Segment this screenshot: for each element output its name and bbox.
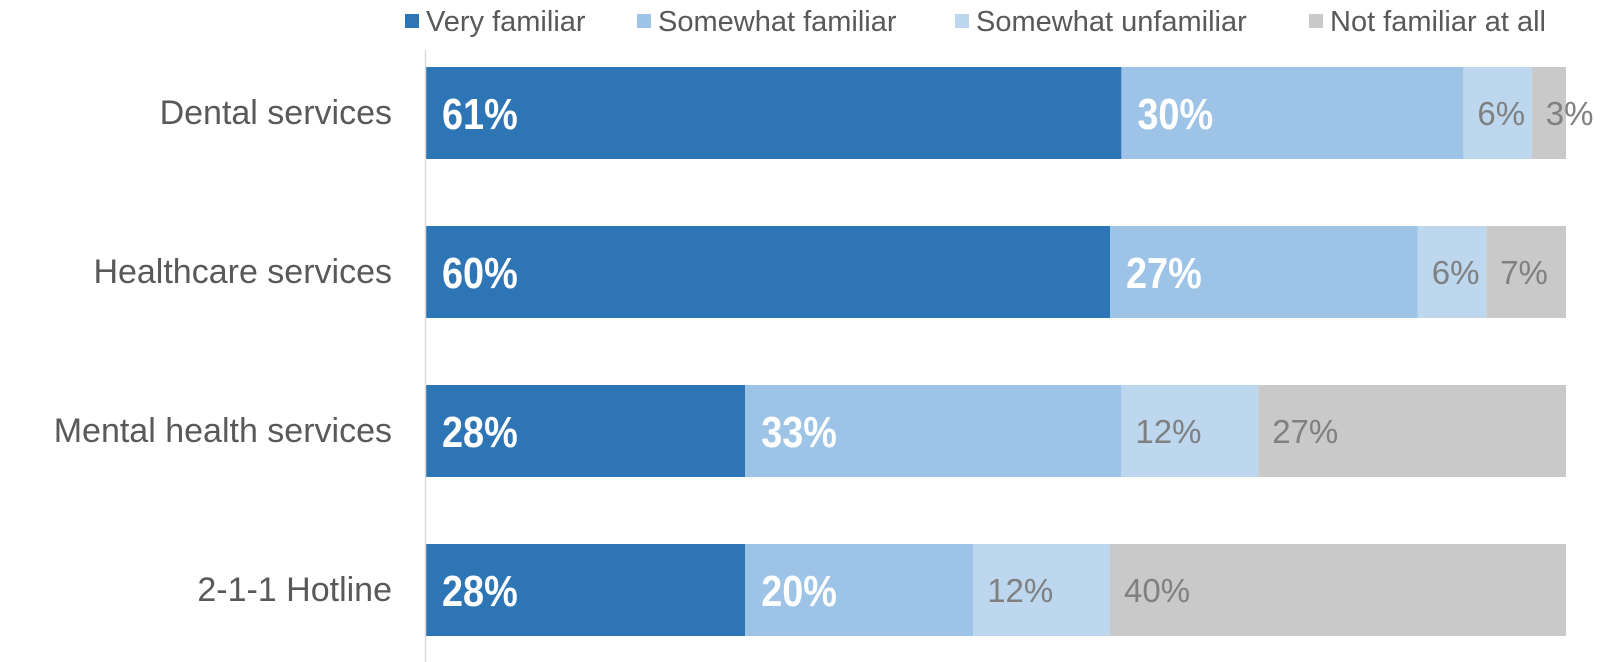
- chart-bars: [426, 67, 1566, 636]
- data-label: 61%: [442, 89, 518, 138]
- legend-label: Very familiar: [426, 6, 586, 38]
- data-label: 27%: [1126, 248, 1202, 297]
- bar-segment: [426, 544, 746, 636]
- data-label: 12%: [987, 572, 1053, 609]
- data-label: 28%: [442, 407, 518, 456]
- category-label: Healthcare services: [93, 253, 392, 291]
- bar-segment: [426, 226, 1110, 318]
- data-label: 3%: [1546, 95, 1594, 132]
- bar-segment: [973, 544, 1110, 636]
- bar-segment: [1463, 67, 1532, 159]
- data-label: 40%: [1124, 572, 1190, 609]
- legend-label: Not familiar at all: [1330, 6, 1546, 38]
- bar-segment: [426, 385, 746, 477]
- legend-label: Somewhat unfamiliar: [976, 6, 1247, 38]
- legend-label: Somewhat familiar: [658, 6, 897, 38]
- data-label: 6%: [1477, 95, 1525, 132]
- legend-swatch: [637, 14, 651, 28]
- bar-segment: [1417, 226, 1487, 318]
- data-label: 28%: [442, 566, 518, 615]
- data-labels: 61% 30% 6% 3% 60% 27% 6% 7% 28% 33% 12% 27% 28% 20% 12…: [442, 89, 1594, 615]
- data-label: 20%: [761, 566, 837, 615]
- data-label: 33%: [761, 407, 837, 456]
- data-label: 6%: [1432, 254, 1480, 291]
- bar-segment: [745, 544, 974, 636]
- legend-swatch: [1309, 14, 1323, 28]
- bar-segment: [426, 67, 1122, 159]
- bar-segment: [1121, 67, 1464, 159]
- data-label: 30%: [1137, 89, 1213, 138]
- category-axis-labels: Dental services Healthcare services Mental…: [54, 94, 392, 609]
- data-label: 7%: [1500, 254, 1548, 291]
- data-label: 27%: [1272, 413, 1338, 450]
- legend-swatch: [405, 14, 419, 28]
- bar-segment: [745, 385, 1122, 477]
- bar-segment: [1110, 226, 1418, 318]
- chart-legend: Very familiar Somewhat familiar Somewhat u…: [405, 6, 1546, 38]
- legend-swatch: [955, 14, 969, 28]
- bar-segment: [1486, 226, 1566, 318]
- bar-segment: [1110, 544, 1566, 636]
- category-label: 2-1-1 Hotline: [197, 571, 392, 609]
- data-label: 12%: [1135, 413, 1201, 450]
- bar-segment: [1258, 385, 1566, 477]
- bar-segment: [1531, 67, 1566, 159]
- bar-segment: [1121, 385, 1259, 477]
- data-label: 60%: [442, 248, 518, 297]
- category-label: Dental services: [160, 94, 392, 132]
- category-label: Mental health services: [54, 412, 392, 450]
